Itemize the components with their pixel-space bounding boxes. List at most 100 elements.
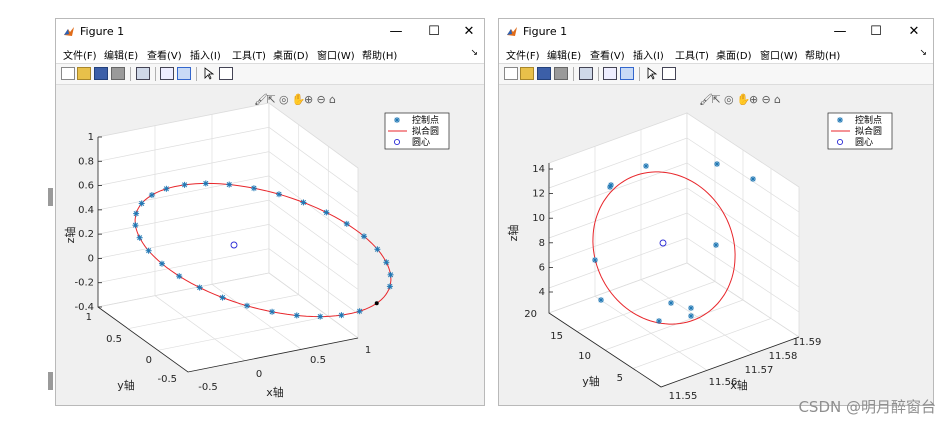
marker-stroke [244, 303, 250, 309]
open-folder-icon[interactable] [77, 67, 91, 80]
marker-stroke [714, 161, 720, 167]
legend-icon[interactable] [620, 67, 634, 80]
figure-window-2: Figure 1 — ☐ ✕ 文件(F) 编辑(E) 查看(V) 插入(I) 工… [498, 18, 934, 406]
zoom-out-icon[interactable]: ⊖ [762, 93, 771, 106]
new-figure-icon[interactable] [504, 67, 518, 80]
menu-edit[interactable]: 编辑(E) [547, 51, 582, 62]
control-point-marker [387, 271, 394, 278]
print-icon[interactable] [111, 67, 125, 80]
toolbar-separator [155, 67, 156, 81]
control-point-marker [750, 176, 756, 182]
brush-icon[interactable]: 🖌 [254, 93, 268, 106]
menu-window[interactable]: 窗口(W) [317, 51, 355, 62]
axes-3d-2[interactable]: 🖌⇱ ◎ ✋⊕ ⊖ ⌂ 14 12 10 8 6 420 15 10 5 11.55 11.56 11.57 11… [499, 85, 933, 405]
save-icon[interactable] [537, 67, 551, 80]
menu-help[interactable]: 帮助(H) [805, 51, 841, 62]
z-tick-label: 0.2 [78, 229, 94, 240]
legend-marker-center [393, 138, 401, 146]
marker-stroke [149, 192, 155, 198]
dock-arrow-icon[interactable]: ↘ [919, 48, 927, 58]
control-point-marker [668, 300, 674, 306]
menu-tools[interactable]: 工具(T) [232, 51, 266, 62]
control-point-marker [361, 233, 368, 240]
z-tick-label: 0 [88, 253, 94, 264]
grid-line-y [640, 129, 754, 354]
z-tick-label: 10 [532, 213, 545, 224]
dock-arrow-icon[interactable]: ↘ [470, 48, 478, 58]
pointer-icon[interactable] [645, 67, 659, 80]
menu-bar: 文件(F) 编辑(E) 查看(V) 插入(I) 工具(T) 桌面(D) 窗口(W… [56, 45, 484, 63]
axis-lines [548, 163, 800, 388]
menu-file[interactable]: 文件(F) [63, 51, 97, 62]
marker-stroke [226, 182, 232, 188]
print-icon[interactable] [554, 67, 568, 80]
control-point-marker [293, 312, 300, 319]
figure-toolbar [56, 63, 484, 85]
zoom-out-icon[interactable]: ⊖ [317, 93, 326, 106]
control-point-marker [688, 313, 694, 319]
marker-stroke [317, 314, 323, 320]
link-plot-icon[interactable] [136, 67, 150, 80]
menu-desktop[interactable]: 桌面(D) [716, 51, 752, 62]
control-point-marker [688, 305, 694, 311]
menu-view[interactable]: 查看(V) [147, 51, 182, 62]
close-button[interactable]: ✕ [908, 24, 920, 39]
brush-icon[interactable]: 🖌 [699, 93, 713, 106]
export-icon[interactable]: ⇱ [712, 93, 721, 106]
minimize-button[interactable]: — [833, 24, 847, 39]
export-icon[interactable]: ⇱ [267, 93, 276, 106]
rotate-icon[interactable]: ◎ [279, 93, 289, 106]
axes-3d-1[interactable]: 🖌⇱ ◎ ✋⊕ ⊖ ⌂10.80.60.40.20-0.2-0.410.50-0.5-0… [56, 85, 484, 405]
figure-canvas: 🖌 ⇱ ◎ ✋ ⊕ ⊖ ⌂ 14 12 10 8 6 4 20 15 10 5 11.55 11.56 11.57 11… [499, 85, 933, 405]
figure-toolbar [499, 63, 933, 85]
z-tick-label: 1 [88, 132, 94, 143]
menu-window[interactable]: 窗口(W) [760, 51, 798, 62]
legend-label-control-points: 控制点 [855, 114, 882, 126]
zoom-in-icon[interactable]: ⊕ [304, 93, 313, 106]
y-axis-label: y轴 [582, 374, 600, 388]
menu-file[interactable]: 文件(F) [506, 51, 540, 62]
marker-stroke [182, 182, 188, 188]
colorbar-icon[interactable] [160, 67, 174, 80]
menu-insert[interactable]: 插入(I) [190, 51, 221, 62]
pan-icon[interactable]: ✋ [292, 93, 306, 106]
property-editor-icon[interactable] [219, 67, 233, 80]
save-icon[interactable] [94, 67, 108, 80]
pointer-icon[interactable] [202, 67, 216, 80]
control-point-marker [133, 210, 140, 217]
control-point-marker [837, 117, 843, 123]
rotate-icon[interactable]: ◎ [724, 93, 734, 106]
zoom-in-icon[interactable]: ⊕ [749, 93, 758, 106]
colorbar-icon[interactable] [603, 67, 617, 80]
close-button[interactable]: ✕ [463, 24, 475, 39]
marker-stroke [146, 248, 152, 254]
home-icon[interactable]: ⌂ [774, 93, 781, 106]
grid-line-y [594, 146, 708, 371]
menu-help[interactable]: 帮助(H) [362, 51, 398, 62]
menu-view[interactable]: 查看(V) [590, 51, 625, 62]
marker-stroke [269, 309, 275, 315]
figure-window-1: Figure 1 — ☐ ✕ 文件(F) 编辑(E) 查看(V) 插入(I) 工… [55, 18, 485, 406]
maximize-button[interactable]: ☐ [428, 24, 440, 39]
property-editor-icon[interactable] [662, 67, 676, 80]
legend-icon[interactable] [177, 67, 191, 80]
control-point-marker [176, 273, 183, 280]
z-tick-label: 6 [539, 262, 545, 273]
open-folder-icon[interactable] [520, 67, 534, 80]
left-edge-marker [48, 188, 53, 206]
menu-insert[interactable]: 插入(I) [633, 51, 664, 62]
menu-edit[interactable]: 编辑(E) [104, 51, 139, 62]
menu-tools[interactable]: 工具(T) [675, 51, 709, 62]
link-plot-icon[interactable] [579, 67, 593, 80]
menu-bar: 文件(F) 编辑(E) 查看(V) 插入(I) 工具(T) 桌面(D) 窗口(W… [499, 45, 933, 63]
minimize-button[interactable]: — [389, 24, 403, 39]
menu-desktop[interactable]: 桌面(D) [273, 51, 309, 62]
control-point-marker [226, 181, 233, 188]
marker-stroke [251, 185, 257, 191]
pan-icon[interactable]: ✋ [737, 93, 751, 106]
maximize-button[interactable]: ☐ [870, 24, 882, 39]
new-figure-icon[interactable] [61, 67, 75, 80]
x-tick-label: 0.5 [310, 355, 326, 366]
marker-stroke [220, 295, 226, 301]
home-icon[interactable]: ⌂ [329, 93, 336, 106]
